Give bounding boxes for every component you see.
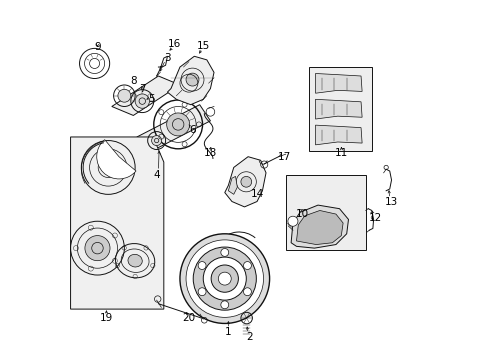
Text: 19: 19	[100, 313, 113, 323]
Circle shape	[185, 73, 199, 86]
Circle shape	[198, 288, 205, 296]
Polygon shape	[70, 137, 163, 309]
Wedge shape	[97, 140, 136, 179]
Polygon shape	[112, 76, 180, 116]
Bar	[285, 175, 366, 250]
Circle shape	[243, 262, 251, 270]
Text: 9: 9	[94, 42, 101, 52]
Text: 14: 14	[250, 189, 263, 199]
Polygon shape	[315, 73, 362, 93]
Text: 6: 6	[189, 125, 195, 135]
Text: 20: 20	[182, 313, 195, 323]
Text: 11: 11	[334, 148, 347, 158]
Text: 13: 13	[384, 197, 397, 207]
Text: 3: 3	[164, 53, 170, 63]
Text: 8: 8	[130, 76, 136, 86]
Circle shape	[198, 262, 205, 270]
Text: 17: 17	[277, 152, 290, 162]
Bar	[308, 67, 371, 151]
Text: 12: 12	[368, 213, 381, 222]
Circle shape	[193, 247, 256, 310]
Ellipse shape	[128, 255, 142, 267]
Circle shape	[185, 240, 263, 318]
Circle shape	[221, 301, 228, 309]
Text: 4: 4	[153, 170, 160, 180]
Text: 16: 16	[167, 39, 181, 49]
Circle shape	[287, 216, 297, 226]
Circle shape	[221, 248, 228, 256]
Polygon shape	[315, 99, 362, 119]
Text: 18: 18	[203, 148, 217, 158]
Circle shape	[211, 265, 238, 292]
Circle shape	[118, 89, 131, 102]
Circle shape	[218, 272, 231, 285]
Text: 1: 1	[224, 327, 231, 337]
Text: 7: 7	[139, 84, 145, 94]
Circle shape	[180, 234, 269, 323]
Circle shape	[85, 235, 110, 261]
Polygon shape	[296, 211, 343, 244]
Text: 15: 15	[196, 41, 209, 50]
Polygon shape	[290, 205, 348, 248]
Text: 2: 2	[246, 332, 253, 342]
Circle shape	[203, 257, 246, 300]
Polygon shape	[167, 56, 214, 105]
Circle shape	[241, 176, 251, 187]
Polygon shape	[224, 157, 265, 207]
Text: 5: 5	[148, 94, 154, 104]
Circle shape	[135, 94, 149, 108]
Polygon shape	[228, 176, 237, 194]
Circle shape	[151, 135, 162, 145]
Text: 10: 10	[295, 209, 308, 219]
Circle shape	[243, 288, 251, 296]
Circle shape	[166, 113, 189, 136]
Polygon shape	[137, 105, 210, 153]
Polygon shape	[315, 125, 362, 145]
